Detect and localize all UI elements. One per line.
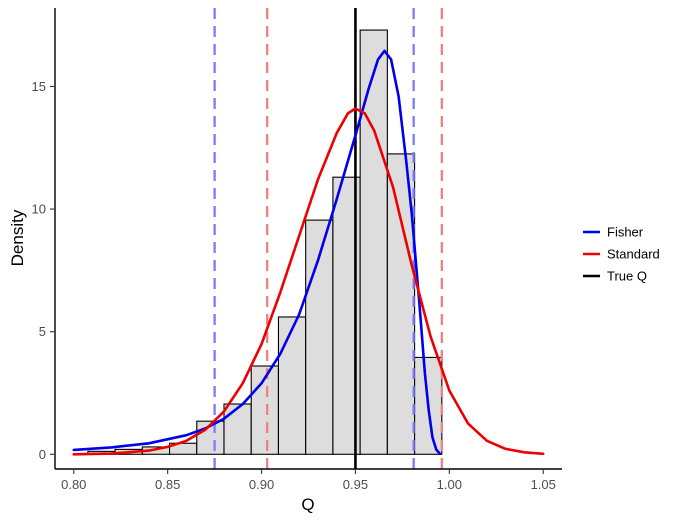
axes <box>54 8 562 470</box>
reference-lines <box>213 8 443 469</box>
density-curves <box>72 49 545 456</box>
curve-standard <box>72 107 545 456</box>
x-tick-label: 0.95 <box>343 477 368 492</box>
histogram-bar-8 <box>277 316 307 455</box>
legend-label-fisher: Fisher <box>607 225 644 240</box>
x-tick-label: 1.00 <box>437 477 462 492</box>
legend-label-true-q: True Q <box>607 269 647 284</box>
y-tick-label: 5 <box>39 324 46 339</box>
histogram-bars <box>87 29 443 455</box>
x-axis-ticks: 0.80 0.85 0.90 0.95 1.00 1.05 <box>61 469 556 492</box>
legend: Fisher Standard True Q <box>583 225 660 284</box>
x-tick-label: 1.05 <box>531 477 556 492</box>
y-tick-label: 0 <box>39 447 46 462</box>
x-tick-label: 0.90 <box>249 477 274 492</box>
histogram-bar-7 <box>250 365 280 455</box>
histogram-bar-11 <box>359 29 388 455</box>
x-axis-title: Q <box>301 495 314 514</box>
histogram-bar-6 <box>223 403 252 455</box>
y-axis-ticks: 0 5 10 15 <box>32 79 55 462</box>
y-axis-title: Density <box>8 209 27 266</box>
y-tick-label: 10 <box>32 202 46 217</box>
x-tick-label: 0.85 <box>155 477 180 492</box>
x-tick-label: 0.80 <box>61 477 86 492</box>
legend-label-standard: Standard <box>607 247 660 262</box>
y-tick-label: 15 <box>32 79 46 94</box>
